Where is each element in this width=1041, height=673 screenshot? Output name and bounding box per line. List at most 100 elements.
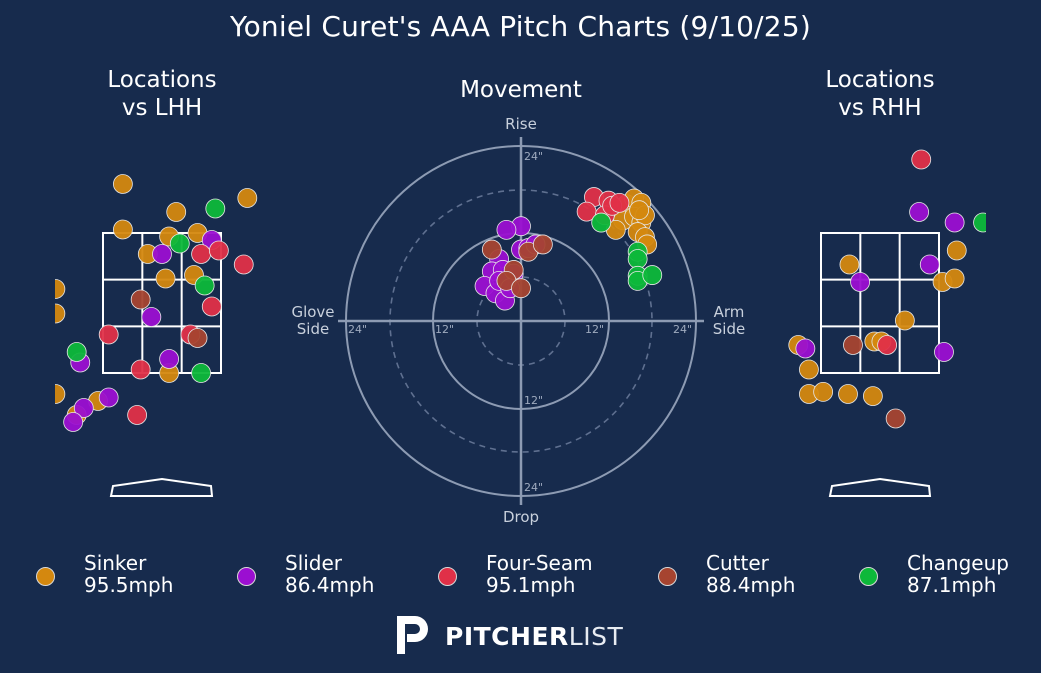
lhh-point-changeup xyxy=(205,198,226,219)
legend-dot-four-seam xyxy=(438,567,457,586)
lhh-point-four-seam xyxy=(127,405,148,425)
legend-text-sinker: Sinker 95.5mph xyxy=(84,552,173,596)
lhh-point-slider xyxy=(159,349,180,369)
movement-point-four-seam xyxy=(609,192,630,213)
rhh-strike-zone xyxy=(820,232,940,374)
movement-point-sinker xyxy=(629,200,650,221)
lhh-point-sinker xyxy=(237,188,258,208)
axis-label-glove-1: Glove xyxy=(291,303,334,321)
lhh-point-changeup xyxy=(169,233,190,254)
rhh-point-sinker xyxy=(839,254,860,275)
rhh-point-slider xyxy=(909,202,929,222)
legend-pitch-cutter: Cutter xyxy=(706,551,769,575)
lhh-title-line2: vs LHH xyxy=(121,95,203,121)
lhh-point-four-seam xyxy=(98,324,119,345)
movement-pitch-points xyxy=(474,187,663,311)
movement-point-changeup xyxy=(642,265,663,285)
rhh-point-cutter xyxy=(885,408,906,429)
lhh-point-slider xyxy=(98,387,119,408)
lhh-point-slider xyxy=(152,244,172,264)
lhh-point-changeup xyxy=(191,363,211,383)
lhh-point-changeup xyxy=(194,275,215,296)
lhh-point-slider xyxy=(63,412,84,432)
movement-point-cutter xyxy=(511,278,531,299)
axis-label-arm-2: Side xyxy=(713,320,745,338)
rhh-zone-outline xyxy=(820,232,940,374)
ring-label-left-24: 24" xyxy=(348,323,367,336)
rhh-point-slider xyxy=(934,342,954,362)
ring-label-bottom-24: 24" xyxy=(524,481,543,494)
rhh-point-sinker xyxy=(813,381,834,402)
brand-light: LIST xyxy=(568,622,624,651)
rhh-point-changeup xyxy=(973,212,986,233)
legend-dot-cutter xyxy=(658,567,677,586)
legend-speed-sinker: 95.5mph xyxy=(84,573,174,597)
lhh-point-sinker xyxy=(55,384,66,404)
rhh-location-panel xyxy=(788,149,986,497)
legend-speed-four-seam: 95.1mph xyxy=(486,573,576,597)
rhh-point-sinker xyxy=(799,359,819,380)
legend: Sinker 95.5mph Slider 86.4mph Four-Seam … xyxy=(0,550,1041,606)
lhh-point-sinker xyxy=(14,325,33,344)
lhh-point-changeup xyxy=(66,342,87,362)
pitcherlist-logo: PITCHERLIST xyxy=(393,612,633,658)
pitcherlist-wordmark: PITCHERLIST xyxy=(445,622,623,651)
legend-pitch-slider: Slider xyxy=(285,551,343,575)
ring-label-top-24: 24" xyxy=(524,150,543,163)
movement-point-cutter xyxy=(481,239,502,260)
legend-dot-changeup xyxy=(859,567,878,586)
lhh-location-panel xyxy=(14,174,258,497)
movement-point-cutter xyxy=(532,234,553,255)
movement-point-changeup xyxy=(627,249,648,269)
axis-label-rise: Rise xyxy=(505,115,537,133)
rhh-point-cutter xyxy=(843,335,863,355)
legend-text-changeup: Changeup 87.1mph xyxy=(907,552,1009,596)
legend-pitch-changeup: Changeup xyxy=(907,551,1009,575)
brand-bold: PITCHER xyxy=(445,622,569,651)
legend-pitch-sinker: Sinker xyxy=(84,551,147,575)
pitcherlist-p-icon xyxy=(397,616,428,654)
lhh-point-four-seam xyxy=(201,296,222,317)
ring-label-left-12: 12" xyxy=(435,323,454,336)
legend-text-cutter: Cutter 88.4mph xyxy=(706,552,795,596)
lhh-point-four-seam xyxy=(233,254,254,275)
axis-label-drop: Drop xyxy=(503,508,539,526)
rhh-point-slider xyxy=(795,338,816,359)
axis-label-arm-1: Arm xyxy=(714,303,745,321)
legend-dot-slider xyxy=(237,567,256,586)
legend-speed-cutter: 88.4mph xyxy=(706,573,796,597)
lhh-point-slider xyxy=(141,307,162,327)
lhh-panel-title: Locations vs LHH xyxy=(62,66,262,122)
rhh-title-line1: Locations xyxy=(825,67,935,93)
legend-dot-sinker xyxy=(36,567,55,586)
rhh-pitch-points xyxy=(788,149,986,429)
legend-speed-changeup: 87.1mph xyxy=(907,573,997,597)
rhh-point-slider xyxy=(850,272,870,292)
lhh-point-cutter xyxy=(187,328,208,348)
lhh-point-sinker xyxy=(55,303,66,324)
rhh-point-slider xyxy=(919,254,940,275)
rhh-point-sinker xyxy=(862,386,883,407)
lhh-point-cutter xyxy=(130,289,151,310)
ring-label-right-12: 12" xyxy=(585,323,604,336)
movement-panel: Rise Drop Glove Side Arm Side 24" 12" 12… xyxy=(291,115,745,526)
lhh-point-sinker xyxy=(113,219,133,240)
movement-point-changeup xyxy=(591,212,612,233)
lhh-point-sinker xyxy=(166,202,187,222)
axis-label-glove-2: Side xyxy=(297,320,329,338)
lhh-point-sinker xyxy=(155,268,176,289)
rhh-home-plate xyxy=(828,477,932,497)
rhh-title-line2: vs RHH xyxy=(838,95,922,121)
lhh-pitch-points xyxy=(14,174,258,432)
legend-text-slider: Slider 86.4mph xyxy=(285,552,374,596)
movement-point-slider xyxy=(496,219,517,240)
rhh-point-four-seam xyxy=(877,335,898,355)
lhh-point-four-seam xyxy=(130,359,151,380)
rhh-point-four-seam xyxy=(911,149,932,170)
legend-pitch-four-seam: Four-Seam xyxy=(486,551,593,575)
lhh-home-plate xyxy=(109,477,214,497)
legend-text-four-seam: Four-Seam 95.1mph xyxy=(486,552,593,596)
lhh-point-slider xyxy=(73,398,94,418)
lhh-point-sinker xyxy=(55,279,66,299)
